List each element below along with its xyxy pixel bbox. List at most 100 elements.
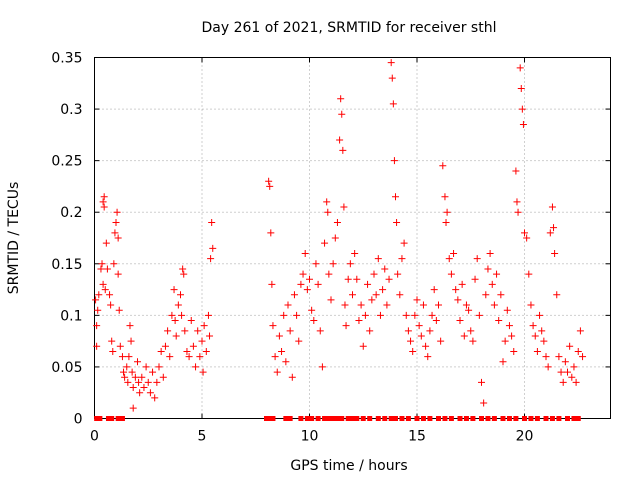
data-point — [529, 322, 537, 330]
data-point — [546, 229, 554, 237]
data-point — [171, 317, 179, 325]
data-points — [92, 59, 587, 412]
data-point — [135, 378, 143, 386]
zero-value-marker — [479, 416, 484, 421]
data-point — [290, 291, 298, 299]
data-point — [116, 342, 124, 350]
data-point — [111, 229, 119, 237]
data-point — [98, 260, 106, 268]
data-point — [102, 239, 110, 247]
data-point — [153, 378, 161, 386]
data-point — [454, 296, 462, 304]
data-point — [460, 332, 468, 340]
data-point — [288, 373, 296, 381]
data-point — [450, 249, 458, 257]
zero-value-marker — [354, 416, 360, 421]
data-point — [480, 399, 488, 407]
data-point — [442, 219, 450, 227]
data-point — [557, 368, 565, 376]
data-point — [430, 286, 438, 294]
data-point — [97, 265, 105, 273]
chart-title: Day 261 of 2021, SRMTID for receiver sth… — [202, 20, 497, 36]
zero-value-marker — [105, 416, 111, 421]
data-point — [324, 208, 332, 216]
data-point — [516, 64, 524, 72]
data-point — [275, 332, 283, 340]
zero-value-marker — [326, 416, 332, 421]
y-tick-label: 0.35 — [51, 51, 82, 67]
data-point — [112, 219, 120, 227]
data-point — [503, 306, 511, 314]
data-point — [306, 275, 313, 283]
zero-value-marker — [571, 416, 577, 421]
data-point — [570, 363, 578, 371]
zero-value-marker — [283, 416, 289, 421]
data-point — [178, 311, 186, 319]
zero-value-marker — [414, 416, 420, 421]
data-point — [409, 347, 417, 355]
data-point — [204, 311, 212, 319]
data-point — [269, 322, 277, 330]
data-point — [93, 342, 101, 350]
data-point — [555, 353, 563, 361]
data-point — [92, 296, 100, 304]
data-point — [417, 332, 425, 340]
data-point — [471, 275, 479, 283]
zero-value-marker — [322, 416, 328, 421]
data-point — [159, 373, 167, 381]
zero-value-marker — [399, 416, 405, 421]
data-point — [364, 280, 372, 288]
data-point — [161, 342, 169, 350]
data-point — [344, 275, 352, 283]
data-point — [388, 74, 396, 82]
data-point — [331, 234, 339, 242]
data-point — [170, 286, 178, 294]
data-point — [407, 337, 415, 345]
data-point — [164, 327, 172, 335]
zero-value-marker — [485, 416, 491, 421]
data-point — [280, 311, 288, 319]
y-tick-label: 0.1 — [60, 308, 82, 324]
x-tick-label: 15 — [408, 429, 426, 445]
zero-value-marker — [565, 416, 570, 421]
x-tick-label: 20 — [516, 429, 534, 445]
data-point — [151, 394, 159, 402]
data-point — [128, 368, 136, 376]
zero-value-marker — [334, 416, 340, 421]
data-point — [510, 347, 518, 355]
data-point — [551, 249, 559, 257]
tick-labels: 0 0.05 0.1 0.15 0.2 0.25 0.3 0.35 0 5 10 15 20 — [51, 51, 533, 445]
data-point — [424, 353, 432, 361]
data-point — [475, 311, 483, 319]
zero-value-marker — [442, 416, 448, 421]
data-point — [339, 146, 347, 154]
data-point — [437, 337, 445, 345]
data-point — [166, 353, 174, 361]
y-tick-label: 0.05 — [51, 360, 82, 376]
zero-value-marker — [448, 416, 454, 421]
data-point — [295, 337, 303, 345]
zero-value-marker — [457, 416, 463, 421]
zero-value-marker — [270, 416, 276, 421]
data-point — [155, 363, 163, 371]
data-point — [497, 291, 505, 299]
data-point — [486, 249, 494, 257]
zero-value-marker — [393, 416, 398, 421]
data-point — [525, 270, 533, 278]
data-point — [435, 301, 442, 309]
data-point — [99, 280, 107, 288]
data-point — [134, 358, 141, 366]
zero-value-marker — [119, 416, 125, 421]
x-tick-label: 10 — [301, 429, 319, 445]
data-point — [531, 332, 539, 340]
data-point — [136, 389, 144, 397]
data-point — [267, 229, 275, 237]
zero-value-marker — [298, 416, 304, 421]
data-point — [297, 280, 305, 288]
data-point — [123, 363, 131, 371]
data-point — [512, 167, 520, 175]
data-point — [114, 270, 122, 278]
data-point — [574, 347, 582, 355]
data-point — [579, 353, 587, 361]
data-point — [192, 363, 200, 371]
